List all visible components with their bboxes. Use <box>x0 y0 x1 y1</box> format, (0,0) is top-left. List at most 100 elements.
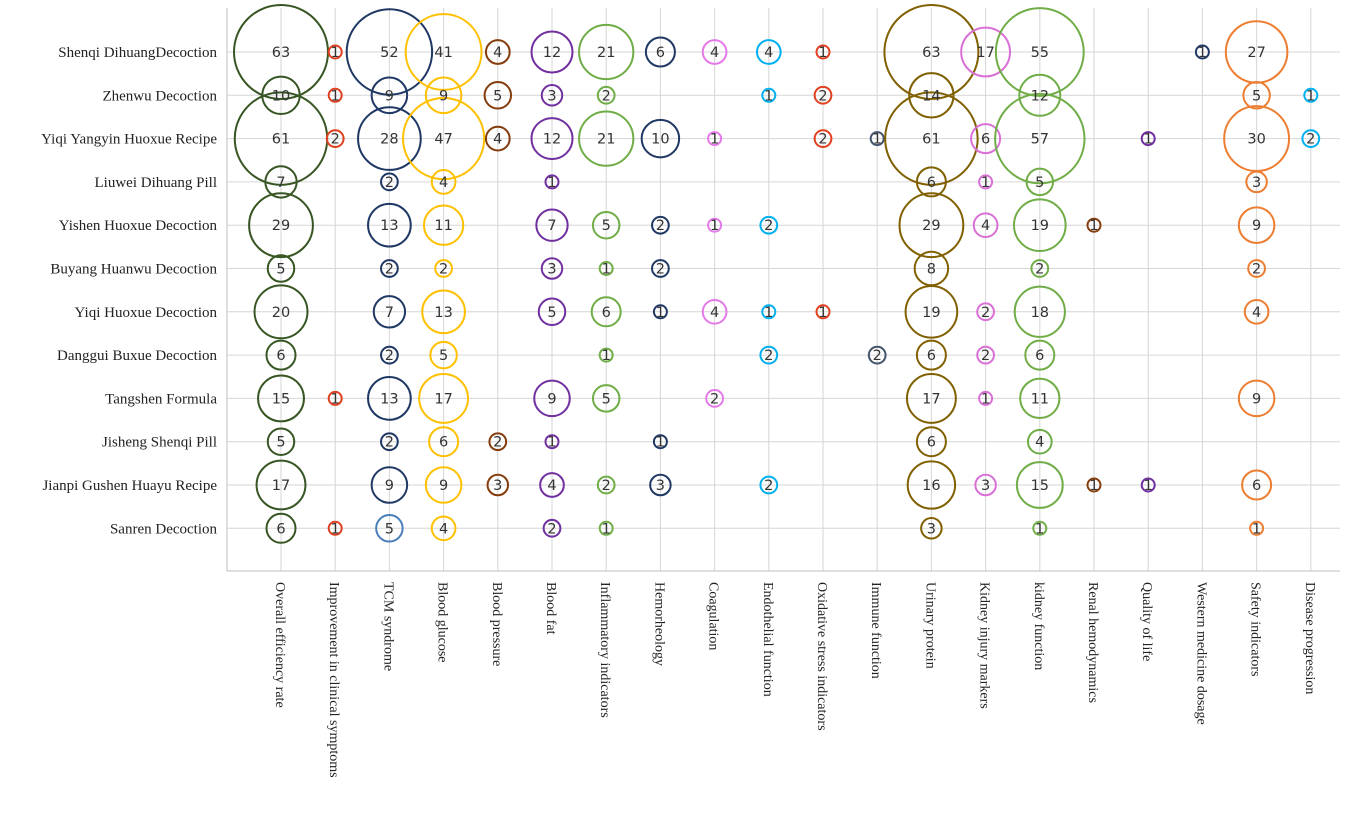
bubble-value-label: 1 <box>764 88 773 104</box>
bubble-value-label: 4 <box>493 132 502 148</box>
bubble-value-label: 4 <box>439 521 448 537</box>
bubble <box>640 118 681 159</box>
bubble-value-label: 16 <box>922 478 940 494</box>
label-layer: Shenqi DihuangDecoction Zhenwu Decoction Y… <box>41 45 1317 778</box>
bubble-value-label: 6 <box>927 348 936 364</box>
bubble <box>755 39 782 65</box>
bubble <box>372 295 407 329</box>
bubble <box>428 426 460 458</box>
bubble-value-label: 9 <box>1252 218 1261 234</box>
bubble <box>1245 170 1268 194</box>
bubble <box>486 473 510 497</box>
bubble-value-label: 17 <box>272 478 290 494</box>
bubble-value-label: 6 <box>656 45 665 61</box>
bubble-value-label: 61 <box>272 132 290 148</box>
bubble-value-label: 4 <box>764 45 773 61</box>
bubble <box>590 296 622 328</box>
y-tick-label: Sanren Decoction <box>110 521 218 537</box>
bubble-value-label: 1 <box>331 391 340 407</box>
bubble-value-label: 47 <box>434 132 452 148</box>
bubble <box>652 304 668 320</box>
bubble-value-label: 12 <box>543 132 561 148</box>
y-tick-label: Jisheng Shenqi Pill <box>102 435 217 451</box>
bubble <box>1018 73 1062 117</box>
bubble <box>418 372 470 424</box>
bubble <box>1140 477 1156 493</box>
bubble-value-label: 2 <box>981 348 990 364</box>
bubble <box>424 466 463 504</box>
bubble <box>960 26 1012 78</box>
bubble-value-label: 6 <box>927 175 936 191</box>
bubble <box>974 473 997 497</box>
bubble <box>978 390 994 406</box>
bubble-value-label: 9 <box>547 391 556 407</box>
bubble-value-label: 3 <box>981 478 990 494</box>
bubble <box>1086 217 1102 233</box>
bubble <box>483 81 513 110</box>
bubble <box>591 384 621 413</box>
bubble-value-label: 21 <box>597 132 615 148</box>
x-tick-label: Quality of life <box>1139 582 1154 661</box>
y-tick-label: Liuwei Dihuang Pill <box>95 175 218 191</box>
bubble <box>591 210 621 240</box>
bubble-value-label: 1 <box>873 132 882 148</box>
bubble <box>905 372 957 424</box>
y-tick-label: Jianpi Gushen Huayu Recipe <box>42 478 217 494</box>
bubble-value-label: 2 <box>1306 132 1315 148</box>
bubble-value-label: 1 <box>331 88 340 104</box>
bubble-value-label: 29 <box>272 218 290 234</box>
bubble-value-label: 1 <box>547 175 556 191</box>
bubble <box>970 123 1002 155</box>
bubble-value-label: 11 <box>434 218 452 234</box>
bubble-value-label: 63 <box>272 45 290 61</box>
bubble <box>255 459 307 511</box>
bubble-value-label: 2 <box>981 305 990 321</box>
bubble-value-label: 1 <box>547 435 556 451</box>
bubble-value-label: 1 <box>602 262 611 278</box>
bubble-value-label: 9 <box>385 88 394 104</box>
bubble <box>1026 428 1053 455</box>
bubble <box>434 259 453 278</box>
bubble <box>1249 520 1265 536</box>
x-tick-label: kidney function <box>1031 582 1046 670</box>
bubble <box>484 39 511 65</box>
bubble-value-label: 28 <box>380 132 398 148</box>
bubble <box>813 85 833 105</box>
x-tick-label: TCM syndrome <box>380 582 395 671</box>
bubble <box>906 460 957 510</box>
bubble <box>430 515 457 542</box>
x-tick-label: Overall efficiency rate <box>272 582 287 708</box>
bubble-value-label: 2 <box>547 521 556 537</box>
bubble-value-label: 1 <box>764 305 773 321</box>
bubble <box>253 284 309 340</box>
bubble <box>533 379 571 418</box>
y-tick-label: Danggui Buxue Decoction <box>57 348 217 364</box>
bubble-value-label: 4 <box>710 45 719 61</box>
bubble-value-label: 1 <box>331 45 340 61</box>
bubble-value-label: 19 <box>922 305 940 321</box>
bubble <box>1140 131 1156 147</box>
bubble-value-label: 17 <box>922 391 940 407</box>
bubble <box>705 389 724 408</box>
bubble-value-label: 11 <box>1031 391 1049 407</box>
bubble-value-label: 1 <box>1035 521 1044 537</box>
bubble <box>265 512 297 544</box>
bubble-value-label: 3 <box>547 262 556 278</box>
bubble-value-label: 4 <box>1035 435 1044 451</box>
bubble <box>759 345 779 365</box>
bubble-value-label: 1 <box>1306 88 1315 104</box>
bubble <box>883 4 980 100</box>
bubble <box>908 72 955 119</box>
x-tick-label: Blood pressure <box>489 582 504 666</box>
bubble <box>761 304 777 320</box>
bubble <box>404 13 483 91</box>
bubble-value-label: 1 <box>981 391 990 407</box>
bubble <box>367 202 412 248</box>
bubble-value-label: 63 <box>922 45 940 61</box>
bubble <box>761 87 777 103</box>
bubble-value-label: 2 <box>385 348 394 364</box>
bubble-value-label: 2 <box>656 262 665 278</box>
bubble-value-label: 4 <box>493 45 502 61</box>
bubble-value-label: 1 <box>1252 521 1261 537</box>
